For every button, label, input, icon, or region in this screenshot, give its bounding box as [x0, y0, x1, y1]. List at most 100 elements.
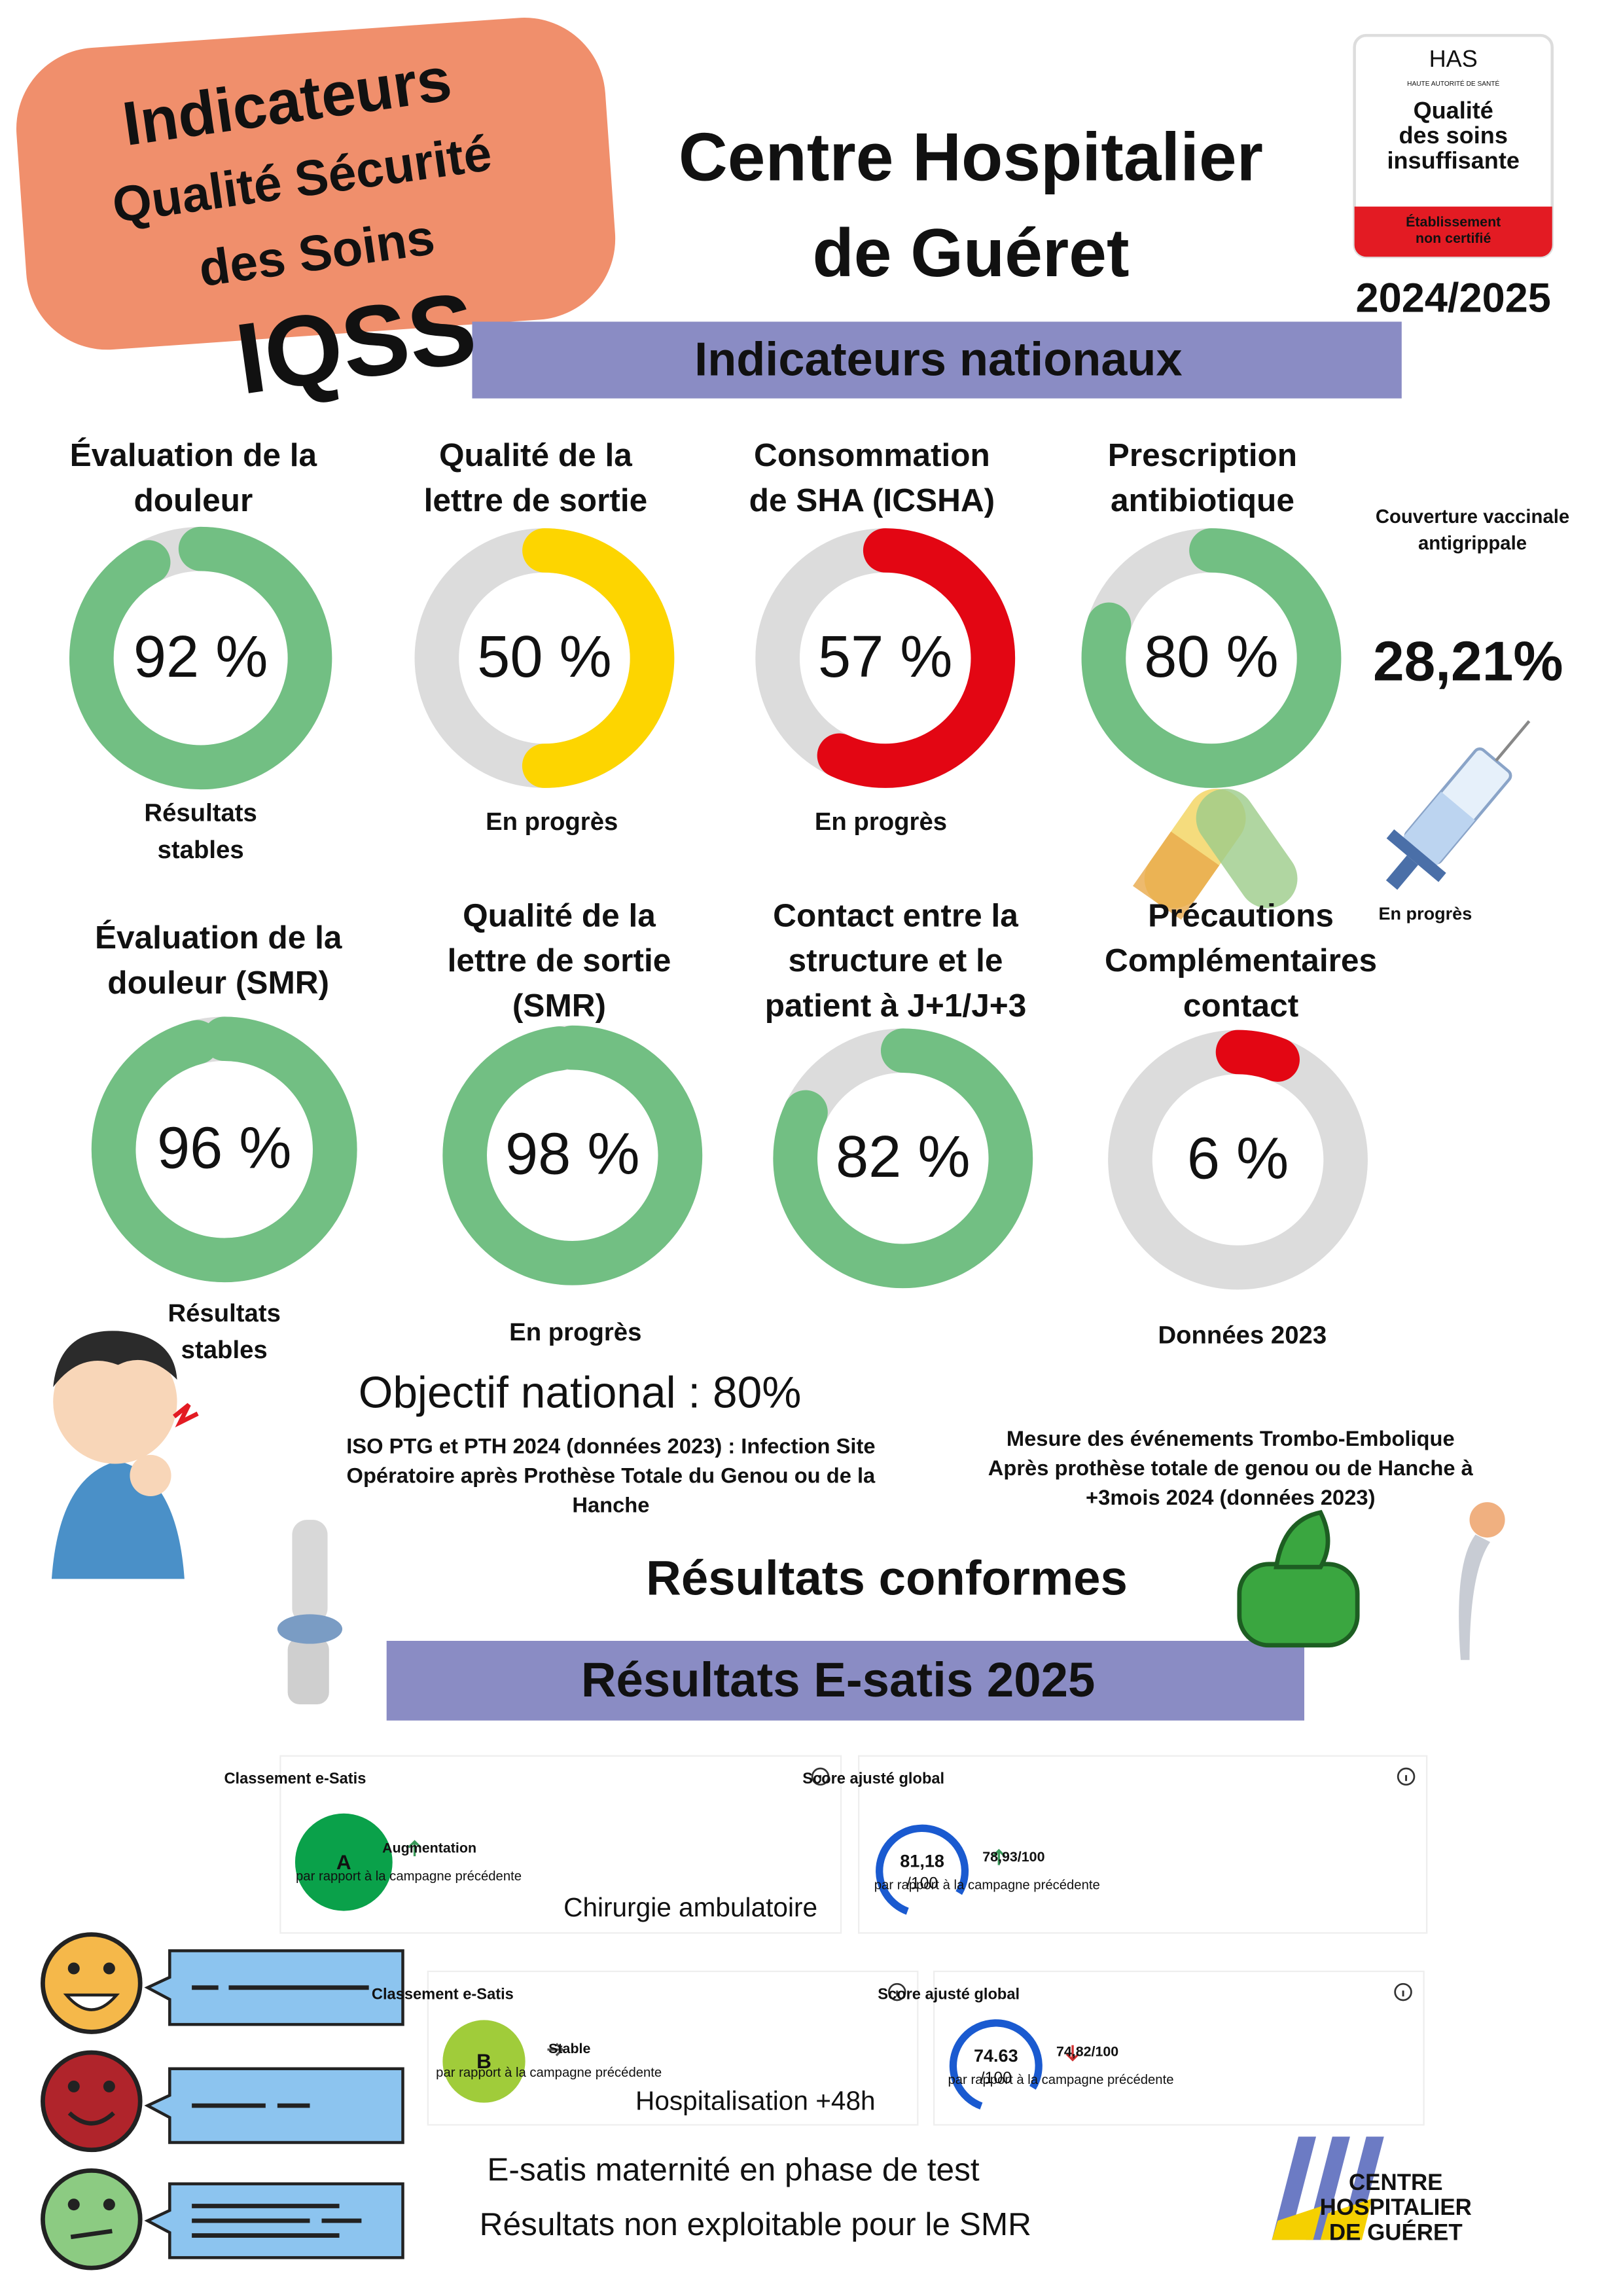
vaccination-status: En progrès [1378, 904, 1472, 924]
card [933, 1970, 1425, 2126]
indicator-title: Prescription [1108, 437, 1297, 473]
banner [386, 1641, 1305, 1721]
grade: B [476, 2049, 491, 2073]
trend-arrow [547, 2043, 564, 2056]
knee-illustration [277, 1520, 343, 1704]
indicator-title: Contact entre la [773, 897, 1018, 933]
indicator-title: Évaluation de la [95, 919, 342, 956]
indicator-value: 6 % [1187, 1125, 1289, 1191]
badge-blob [16, 18, 616, 350]
banner-title: Indicateurs nationaux [694, 334, 1182, 386]
footer-logo-text: DE GUÉRET [1329, 2219, 1463, 2246]
has-name: HAS [1429, 45, 1478, 72]
previous-arrow [992, 1848, 1006, 1865]
mte-text: Mesure des événements Trombo-Embolique [1007, 1426, 1455, 1450]
previous-score: 78,93/100 [982, 1849, 1044, 1865]
iso-text: Hanche [572, 1492, 649, 1516]
conformity-result: Résultats conformes [646, 1551, 1128, 1605]
info-icon [811, 1767, 830, 1786]
indicator-value: 92 % [134, 624, 268, 690]
info-icon [1397, 1767, 1416, 1786]
card-title: Classement e-Satis [224, 1770, 366, 1787]
indicator-title: lettre de sortie [448, 942, 671, 978]
donut-arc [755, 528, 1016, 788]
indicator-status: stables [181, 1336, 268, 1364]
grade: A [336, 1850, 351, 1874]
indicator-status: Résultats [144, 799, 257, 827]
card-title: Score ajusté global [878, 1986, 1020, 2003]
indicator-title: Évaluation de la [70, 437, 317, 473]
indicator-title: Qualité de la [439, 437, 632, 473]
service: Chirurgie ambulatoire [563, 1892, 817, 1922]
footer-logo-mark [1272, 2136, 1384, 2240]
has-rating: Qualité [1414, 97, 1493, 124]
indicator-value: 57 % [818, 624, 953, 690]
donut-arc [1108, 1030, 1368, 1290]
score: 74.63 [974, 2046, 1018, 2066]
has-subtitle: HAUTE AUTORITÉ DE SANTÉ [1407, 79, 1499, 88]
indicator-status: En progrès [486, 808, 618, 836]
comparison: par rapport à la campagne précédente [948, 2073, 1174, 2087]
indicator-title: Complémentaires [1105, 942, 1377, 978]
vaccination-label: antigrippale [1418, 533, 1527, 554]
thumb-illustration [1237, 1510, 1360, 1648]
indicator-status: Données 2023 [1158, 1321, 1327, 1350]
indicator-status: En progrès [815, 808, 947, 836]
score: 81,18 [900, 1851, 944, 1871]
indicator-title: douleur [134, 482, 253, 518]
grade-badge [294, 1813, 393, 1911]
indicator-status: En progrès [509, 1318, 641, 1346]
grade-badge [442, 2020, 526, 2103]
score-gauge [876, 1824, 969, 1918]
donut-arc [442, 1025, 703, 1285]
trend: Augmentation [382, 1840, 476, 1856]
donut-arc [773, 1028, 1033, 1289]
main-title: de Guéret [812, 215, 1129, 291]
previous-arrow [1065, 2045, 1080, 2062]
has-rating: insuffisante [1387, 147, 1520, 174]
indicator-value: 80 % [1144, 624, 1279, 690]
note: Résultats non exploitable pour le SMR [480, 2206, 1031, 2242]
vaccination-label: Couverture vaccinale [1376, 506, 1569, 528]
note: E-satis maternité en phase de test [487, 2151, 980, 2188]
indicator-title: Qualité de la [463, 897, 656, 933]
indicator-title: contact [1183, 987, 1298, 1024]
indicator-title: Précautions [1148, 897, 1334, 933]
has-red-band [1354, 206, 1552, 257]
banner [472, 321, 1402, 399]
indicator-value: 98 % [505, 1121, 640, 1187]
service: Hospitalisation +48h [635, 2085, 876, 2115]
indicator-title: (SMR) [512, 987, 606, 1024]
objective: Objectif national : 80% [359, 1369, 802, 1418]
info-icon [1394, 1982, 1412, 2001]
banner-title: Résultats E-satis 2025 [581, 1653, 1095, 1707]
vaccination-value: 28,21% [1373, 630, 1563, 692]
person-illustration [51, 1331, 199, 1579]
indicator-value: 96 % [157, 1115, 291, 1181]
has-certification: non certifié [1416, 230, 1491, 246]
has-certification: Établissement [1406, 213, 1501, 230]
trend-arrow [408, 1840, 421, 1857]
indicator-title: Consommation [754, 437, 990, 473]
mte-text: Après prothèse totale de genou ou de Han… [988, 1456, 1474, 1480]
comparison: par rapport à la campagne précédente [436, 2066, 662, 2080]
indicator-title: lettre de sortie [424, 482, 648, 518]
indicator-value: 50 % [477, 624, 612, 690]
indicator-status: Résultats [168, 1299, 280, 1327]
info-icon [888, 1982, 906, 2001]
donut-arc [1081, 528, 1342, 788]
indicator-status: stables [158, 836, 244, 864]
previous-score: 74,82/100 [1056, 2044, 1118, 2060]
footer-logo-text: CENTRE [1349, 2170, 1443, 2195]
indicator-title: de SHA (ICSHA) [749, 482, 995, 518]
indicator-title: antibiotique [1111, 482, 1294, 518]
main-title: Centre Hospitalier [679, 118, 1263, 194]
donut-arc [414, 528, 675, 788]
comparison: par rapport à la campagne précédente [296, 1869, 522, 1884]
pill-illustration [1196, 789, 1298, 908]
indicator-value: 82 % [836, 1124, 970, 1190]
footer-logo-text: HOSPITALIER [1320, 2195, 1472, 2220]
year: 2024/2025 [1356, 276, 1551, 321]
